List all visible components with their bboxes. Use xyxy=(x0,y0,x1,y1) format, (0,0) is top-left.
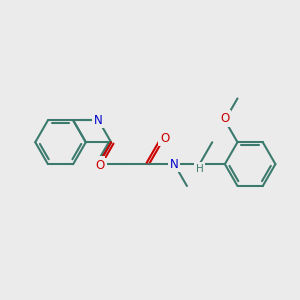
Text: N: N xyxy=(94,158,103,171)
Text: O: O xyxy=(160,132,169,145)
Text: O: O xyxy=(96,159,105,172)
Text: N: N xyxy=(94,114,103,127)
Text: H: H xyxy=(196,164,203,174)
Text: O: O xyxy=(220,112,230,125)
Text: N: N xyxy=(170,158,179,171)
